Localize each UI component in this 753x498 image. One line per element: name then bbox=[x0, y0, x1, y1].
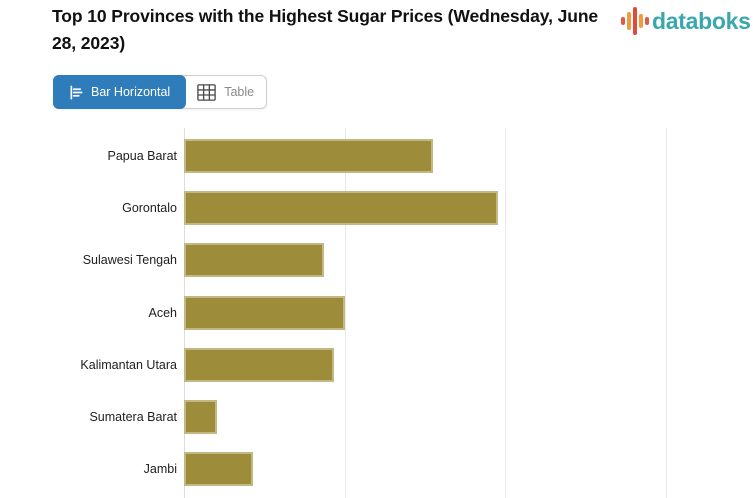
bar-sumatera-barat[interactable] bbox=[184, 400, 217, 434]
category-label: Gorontalo bbox=[122, 201, 177, 216]
category-label: Jambi bbox=[143, 462, 177, 477]
tab-label: Bar Horizontal bbox=[91, 85, 171, 99]
databoks-logo[interactable]: databoks bbox=[621, 5, 751, 37]
bar-gorontalo[interactable] bbox=[184, 191, 499, 226]
brand-name: databoks bbox=[652, 7, 751, 34]
table-icon bbox=[197, 83, 216, 101]
bar-chart: Papua Barat Gorontalo Sulawesi Tengah Aceh K… bbox=[0, 128, 753, 498]
plot-area bbox=[184, 128, 753, 498]
x-gridline bbox=[504, 128, 506, 498]
x-gridline bbox=[665, 128, 667, 498]
tab-bar-horizontal[interactable]: Bar Horizontal bbox=[53, 75, 187, 109]
bar-jambi[interactable] bbox=[184, 452, 253, 487]
view-toggle: Bar Horizontal Table bbox=[53, 75, 268, 109]
bar-papua-barat[interactable] bbox=[184, 139, 434, 173]
tab-table[interactable]: Table bbox=[186, 76, 266, 108]
category-label: Kalimantan Utara bbox=[80, 357, 177, 372]
page-title: Top 10 Provinces with the Highest Sugar … bbox=[52, 6, 599, 53]
x-gridline bbox=[345, 128, 347, 498]
category-label: Sumatera Barat bbox=[89, 410, 177, 424]
category-label: Sulawesi Tengah bbox=[82, 253, 177, 268]
bar-horizontal-icon bbox=[70, 85, 83, 99]
databoks-logo-icon bbox=[621, 6, 649, 36]
category-label: Papua Barat bbox=[107, 149, 178, 163]
bar-kalimantan-utara[interactable] bbox=[184, 347, 335, 382]
bar-aceh[interactable] bbox=[184, 295, 346, 330]
tab-label: Table bbox=[224, 85, 255, 99]
category-label: Aceh bbox=[148, 305, 178, 320]
bar-sulawesi-tengah[interactable] bbox=[184, 243, 324, 278]
